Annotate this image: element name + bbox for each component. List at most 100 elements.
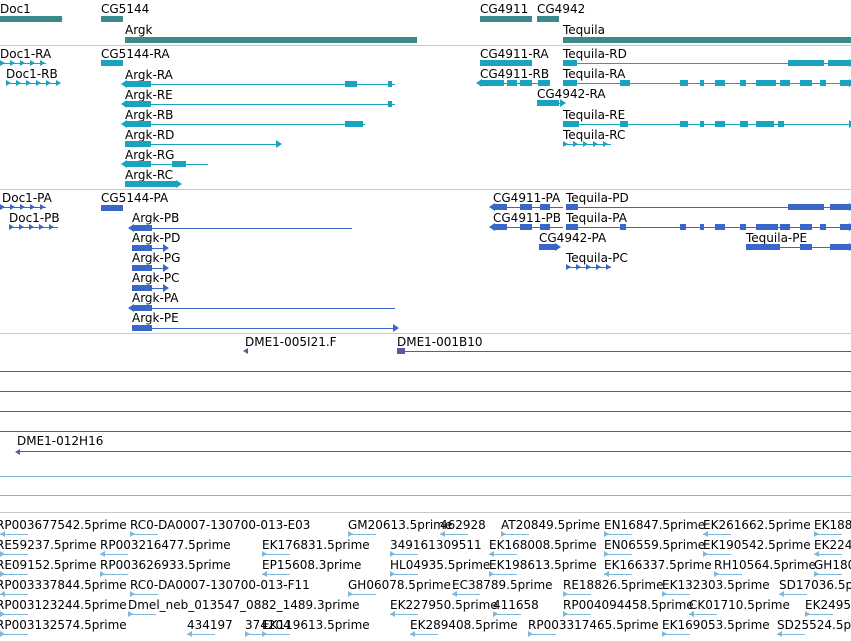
transcript-label[interactable]: Tequila-RD <box>563 47 627 61</box>
est-label[interactable]: RP003123244.5prime <box>0 598 127 612</box>
gene-label[interactable]: Tequila <box>563 23 605 37</box>
est-label[interactable]: RE18826.5prime <box>563 578 664 592</box>
exon-block[interactable] <box>540 224 550 230</box>
transcript-label[interactable]: Tequila-PC <box>566 251 628 265</box>
exon-block[interactable] <box>507 80 517 86</box>
est-line[interactable] <box>662 633 690 635</box>
exon-block[interactable] <box>700 121 704 127</box>
transcript-intron-line[interactable] <box>566 206 851 208</box>
exon-block[interactable] <box>172 161 186 167</box>
est-line[interactable] <box>0 553 28 555</box>
transcript-label[interactable]: CG5144-RA <box>101 47 170 61</box>
est-label[interactable]: EK224 <box>814 538 851 552</box>
est-label[interactable]: RP003337844.5prime <box>0 578 127 592</box>
clone-line[interactable] <box>0 371 851 372</box>
exon-block[interactable] <box>132 325 152 331</box>
est-label[interactable]: EK119613.5prime <box>262 618 370 632</box>
est-label[interactable]: EK198613.5prime <box>489 558 597 572</box>
exon-block[interactable] <box>388 81 392 87</box>
transcript-label[interactable]: Tequila-PA <box>566 211 627 225</box>
transcript-label[interactable]: Argk-PD <box>132 231 181 245</box>
exon-block[interactable] <box>746 244 780 250</box>
exon-block[interactable] <box>820 224 826 230</box>
est-line[interactable] <box>805 613 833 615</box>
transcript-intron-line[interactable] <box>132 327 395 329</box>
est-label[interactable]: Dmel_neb_013547_0882_1489.3prime <box>128 598 360 612</box>
est-label[interactable]: EC38789.5prime <box>452 578 553 592</box>
exon-block[interactable] <box>778 121 784 127</box>
est-line[interactable] <box>493 613 521 615</box>
transcript-intron-line[interactable] <box>125 143 278 145</box>
clone-label[interactable]: DME1-005I21.F <box>245 335 337 349</box>
transcript-intron-line[interactable] <box>132 307 395 309</box>
transcript-label[interactable]: Tequila-PD <box>566 191 629 205</box>
est-label[interactable]: RP003216477.5prime <box>100 538 231 552</box>
est-line[interactable] <box>528 633 556 635</box>
transcript-label[interactable]: Tequila-PE <box>746 231 808 245</box>
exon-block[interactable] <box>563 60 577 66</box>
est-line[interactable] <box>703 533 731 535</box>
exon-block[interactable] <box>345 81 357 87</box>
transcript-label[interactable]: Argk-PB <box>132 211 180 225</box>
exon-block[interactable] <box>700 224 704 230</box>
transcript-label[interactable]: CG4911-PB <box>493 211 562 225</box>
transcript-label[interactable]: Argk-RC <box>125 168 173 182</box>
transcript-label[interactable]: Argk-RD <box>125 128 175 142</box>
est-label[interactable]: 462928 <box>440 518 486 532</box>
exon-block[interactable] <box>520 204 532 210</box>
transcript-label[interactable]: CG4911-RB <box>480 67 550 81</box>
transcript-label[interactable]: Argk-RG <box>125 148 175 162</box>
exon-block[interactable] <box>715 80 725 86</box>
clone-line[interactable] <box>405 351 851 352</box>
est-label[interactable]: SD17036.5prime <box>779 578 851 592</box>
gene-label[interactable]: CG4911 <box>480 2 529 16</box>
est-label[interactable]: EK190542.5prime <box>703 538 811 552</box>
exon-block[interactable] <box>840 80 851 86</box>
est-line[interactable] <box>390 553 418 555</box>
est-label[interactable]: 411658 <box>493 598 539 612</box>
exon-block[interactable] <box>132 265 152 271</box>
est-line[interactable] <box>0 533 28 535</box>
est-line[interactable] <box>814 533 842 535</box>
exon-block[interactable] <box>563 121 579 127</box>
transcript-label[interactable]: Argk-RA <box>125 68 173 82</box>
exon-block[interactable] <box>125 101 151 107</box>
clone-line[interactable] <box>17 451 851 452</box>
est-label[interactable]: RP003626933.5prime <box>100 558 231 572</box>
est-label[interactable]: GH180 <box>814 558 851 572</box>
exon-block[interactable] <box>740 224 746 230</box>
exon-block[interactable] <box>125 161 151 167</box>
est-label[interactable]: EK168008.5prime <box>489 538 597 552</box>
est-line[interactable] <box>100 573 128 575</box>
exon-block[interactable] <box>780 224 790 230</box>
clone-label[interactable]: DME1-012H16 <box>17 434 104 448</box>
est-line[interactable] <box>0 633 28 635</box>
transcript-label[interactable]: Doc1-PA <box>2 191 52 205</box>
clone-line[interactable] <box>0 476 851 477</box>
exon-block[interactable] <box>132 305 152 311</box>
est-label[interactable]: EK188 <box>814 518 851 532</box>
transcript-label[interactable]: CG4911-RA <box>480 47 549 61</box>
exon-block[interactable] <box>493 204 507 210</box>
exon-block[interactable] <box>740 80 746 86</box>
est-label[interactable]: CK01710.5prime <box>689 598 790 612</box>
est-label[interactable]: 434197 <box>187 618 233 632</box>
exon-block[interactable] <box>480 80 504 86</box>
exon-block[interactable] <box>566 224 578 230</box>
transcript-label[interactable]: CG4942-RA <box>537 87 606 101</box>
transcript-label[interactable]: Argk-PA <box>132 291 179 305</box>
est-line[interactable] <box>0 593 28 595</box>
transcript-label[interactable]: CG4942-PA <box>539 231 607 245</box>
est-line[interactable] <box>128 613 156 615</box>
exon-block[interactable] <box>125 141 151 147</box>
exon-block[interactable] <box>800 80 812 86</box>
transcript-intron-line[interactable] <box>6 82 60 84</box>
exon-block[interactable] <box>520 224 532 230</box>
transcript-label[interactable]: Doc1-PB <box>9 211 60 225</box>
est-line[interactable] <box>0 573 28 575</box>
est-label[interactable]: EK166337.5prime <box>604 558 712 572</box>
est-line[interactable] <box>262 633 290 635</box>
transcript-label[interactable]: Argk-RB <box>125 108 174 122</box>
est-line[interactable] <box>703 553 731 555</box>
exon-block[interactable] <box>756 121 774 127</box>
